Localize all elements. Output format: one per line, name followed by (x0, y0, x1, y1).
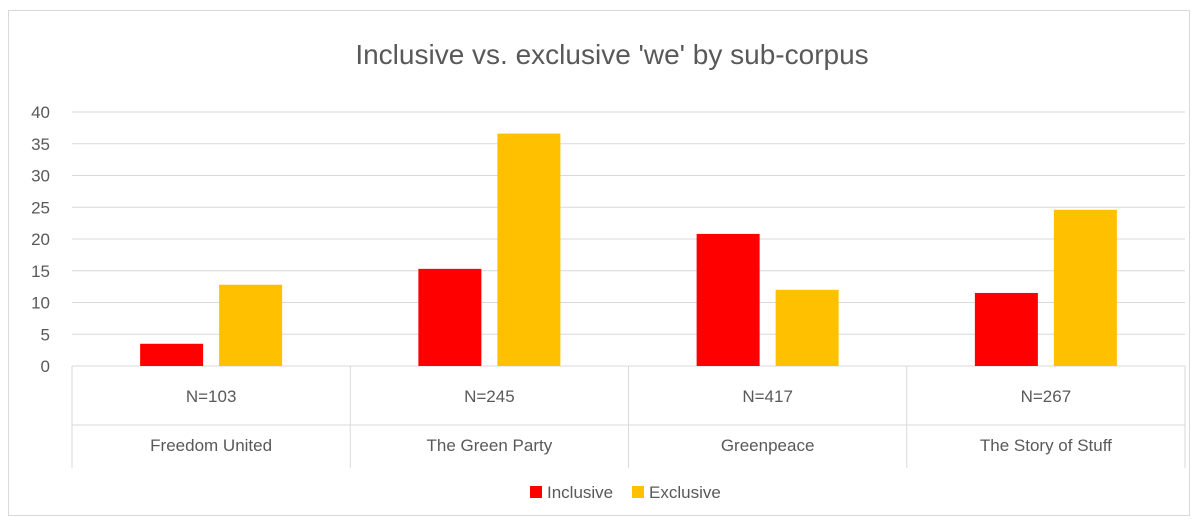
y-tick-label: 0 (41, 357, 50, 376)
legend-swatch-inclusive (530, 486, 542, 498)
legend: Inclusive Exclusive (530, 483, 721, 502)
legend-label: Exclusive (649, 483, 721, 502)
category-label: The Story of Stuff (980, 436, 1112, 455)
bar-exclusive-3 (1053, 209, 1117, 366)
bars (140, 133, 1117, 366)
y-axis-ticks: 0 5 10 15 20 25 30 35 40 (31, 103, 50, 376)
category-label: Freedom United (150, 436, 272, 455)
y-tick-label: 35 (31, 135, 50, 154)
legend-swatch-exclusive (632, 486, 644, 498)
y-tick-label: 40 (31, 103, 50, 122)
bar-inclusive-3 (974, 292, 1038, 366)
x-axis-categories: N=103 Freedom United N=245 The Green Party N… (71, 366, 1186, 468)
bar-inclusive-0 (140, 343, 204, 366)
y-tick-label: 15 (31, 262, 50, 281)
bar-inclusive-1 (418, 268, 482, 366)
bar-exclusive-2 (775, 289, 839, 366)
y-tick-label: 25 (31, 198, 50, 217)
y-tick-label: 10 (31, 294, 50, 313)
chart-title: Inclusive vs. exclusive 'we' by sub-corp… (355, 39, 868, 70)
y-tick-label: 20 (31, 230, 50, 249)
category-sub-label: N=103 (186, 387, 237, 406)
category-sub-label: N=267 (1021, 387, 1072, 406)
legend-label: Inclusive (547, 483, 613, 502)
bar-inclusive-2 (696, 233, 760, 366)
category-sub-label: N=245 (464, 387, 515, 406)
bar-exclusive-0 (219, 284, 283, 366)
category-label: Greenpeace (721, 436, 815, 455)
category-sub-label: N=417 (742, 387, 793, 406)
bar-exclusive-1 (497, 133, 561, 366)
y-tick-label: 5 (41, 325, 50, 344)
category-label: The Green Party (427, 436, 553, 455)
chart-frame (8, 10, 1190, 516)
y-tick-label: 30 (31, 167, 50, 186)
